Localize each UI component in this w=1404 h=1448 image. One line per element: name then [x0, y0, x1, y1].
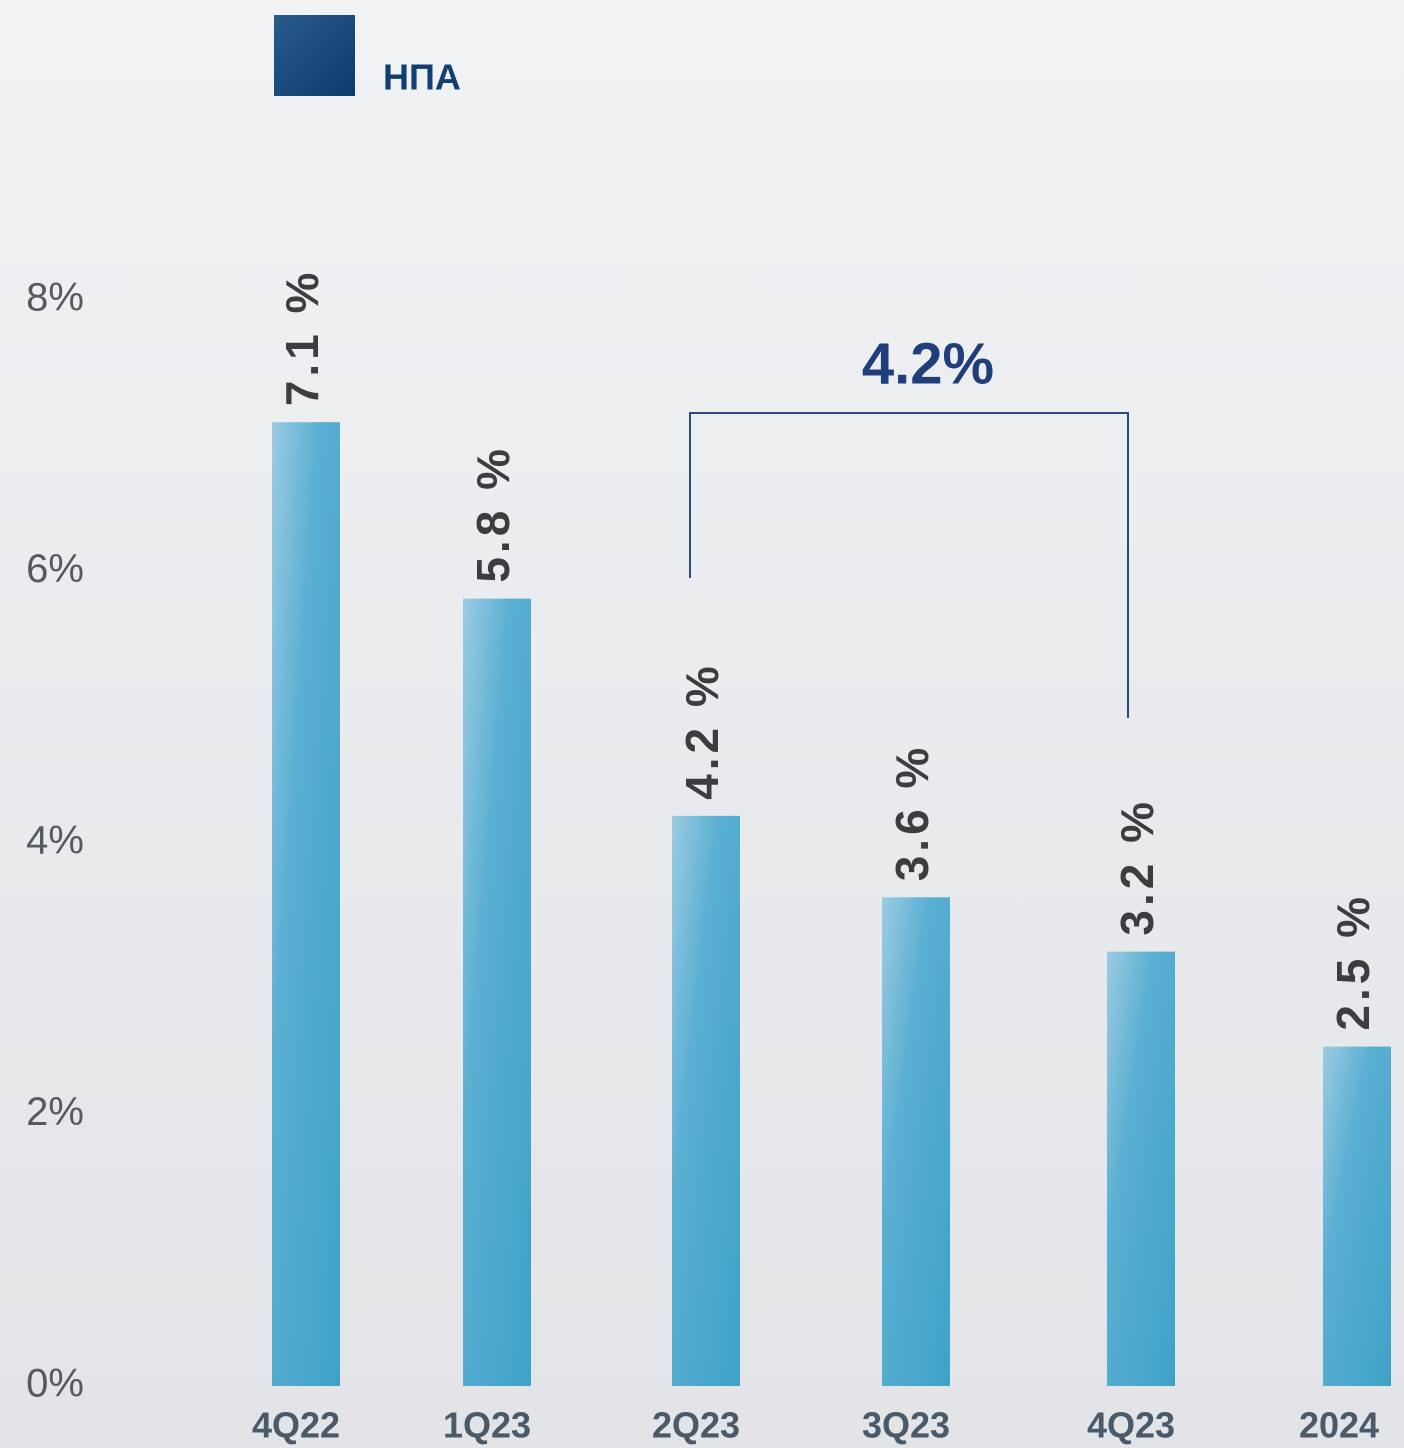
- value-label: 3.2 %: [1111, 798, 1163, 936]
- x-tick-label: 4Q23: [1087, 1405, 1175, 1446]
- value-label: 5.8 %: [467, 445, 519, 583]
- x-tick-label: 1Q23: [443, 1405, 531, 1446]
- bracket: [689, 412, 1129, 718]
- x-tick-label: 3Q23: [862, 1405, 950, 1446]
- y-tick-label: 0%: [26, 1362, 84, 1406]
- x-tick-label: 4Q22: [252, 1405, 340, 1446]
- value-label: 7.1 %: [276, 269, 328, 407]
- legend-swatch: [274, 15, 355, 96]
- value-label: 4.2 %: [676, 662, 728, 800]
- value-label: 3.6 %: [886, 744, 938, 882]
- value-label: 2.5 %: [1327, 893, 1379, 1031]
- bar: [672, 815, 740, 1386]
- x-tick-label: 2Q23: [652, 1405, 740, 1446]
- x-tick-label: 2024: [1299, 1405, 1379, 1446]
- y-tick-label: 8%: [26, 276, 84, 320]
- bar: [463, 598, 531, 1386]
- annotation: 4.2%: [862, 331, 994, 396]
- legend-label: НПА: [383, 57, 461, 98]
- bar: [1323, 1046, 1391, 1386]
- y-tick-label: 4%: [26, 819, 84, 863]
- y-tick-label: 6%: [26, 547, 84, 591]
- bar: [272, 422, 340, 1386]
- bar: [1107, 951, 1175, 1386]
- y-tick-label: 2%: [26, 1090, 84, 1134]
- bar: [882, 897, 950, 1386]
